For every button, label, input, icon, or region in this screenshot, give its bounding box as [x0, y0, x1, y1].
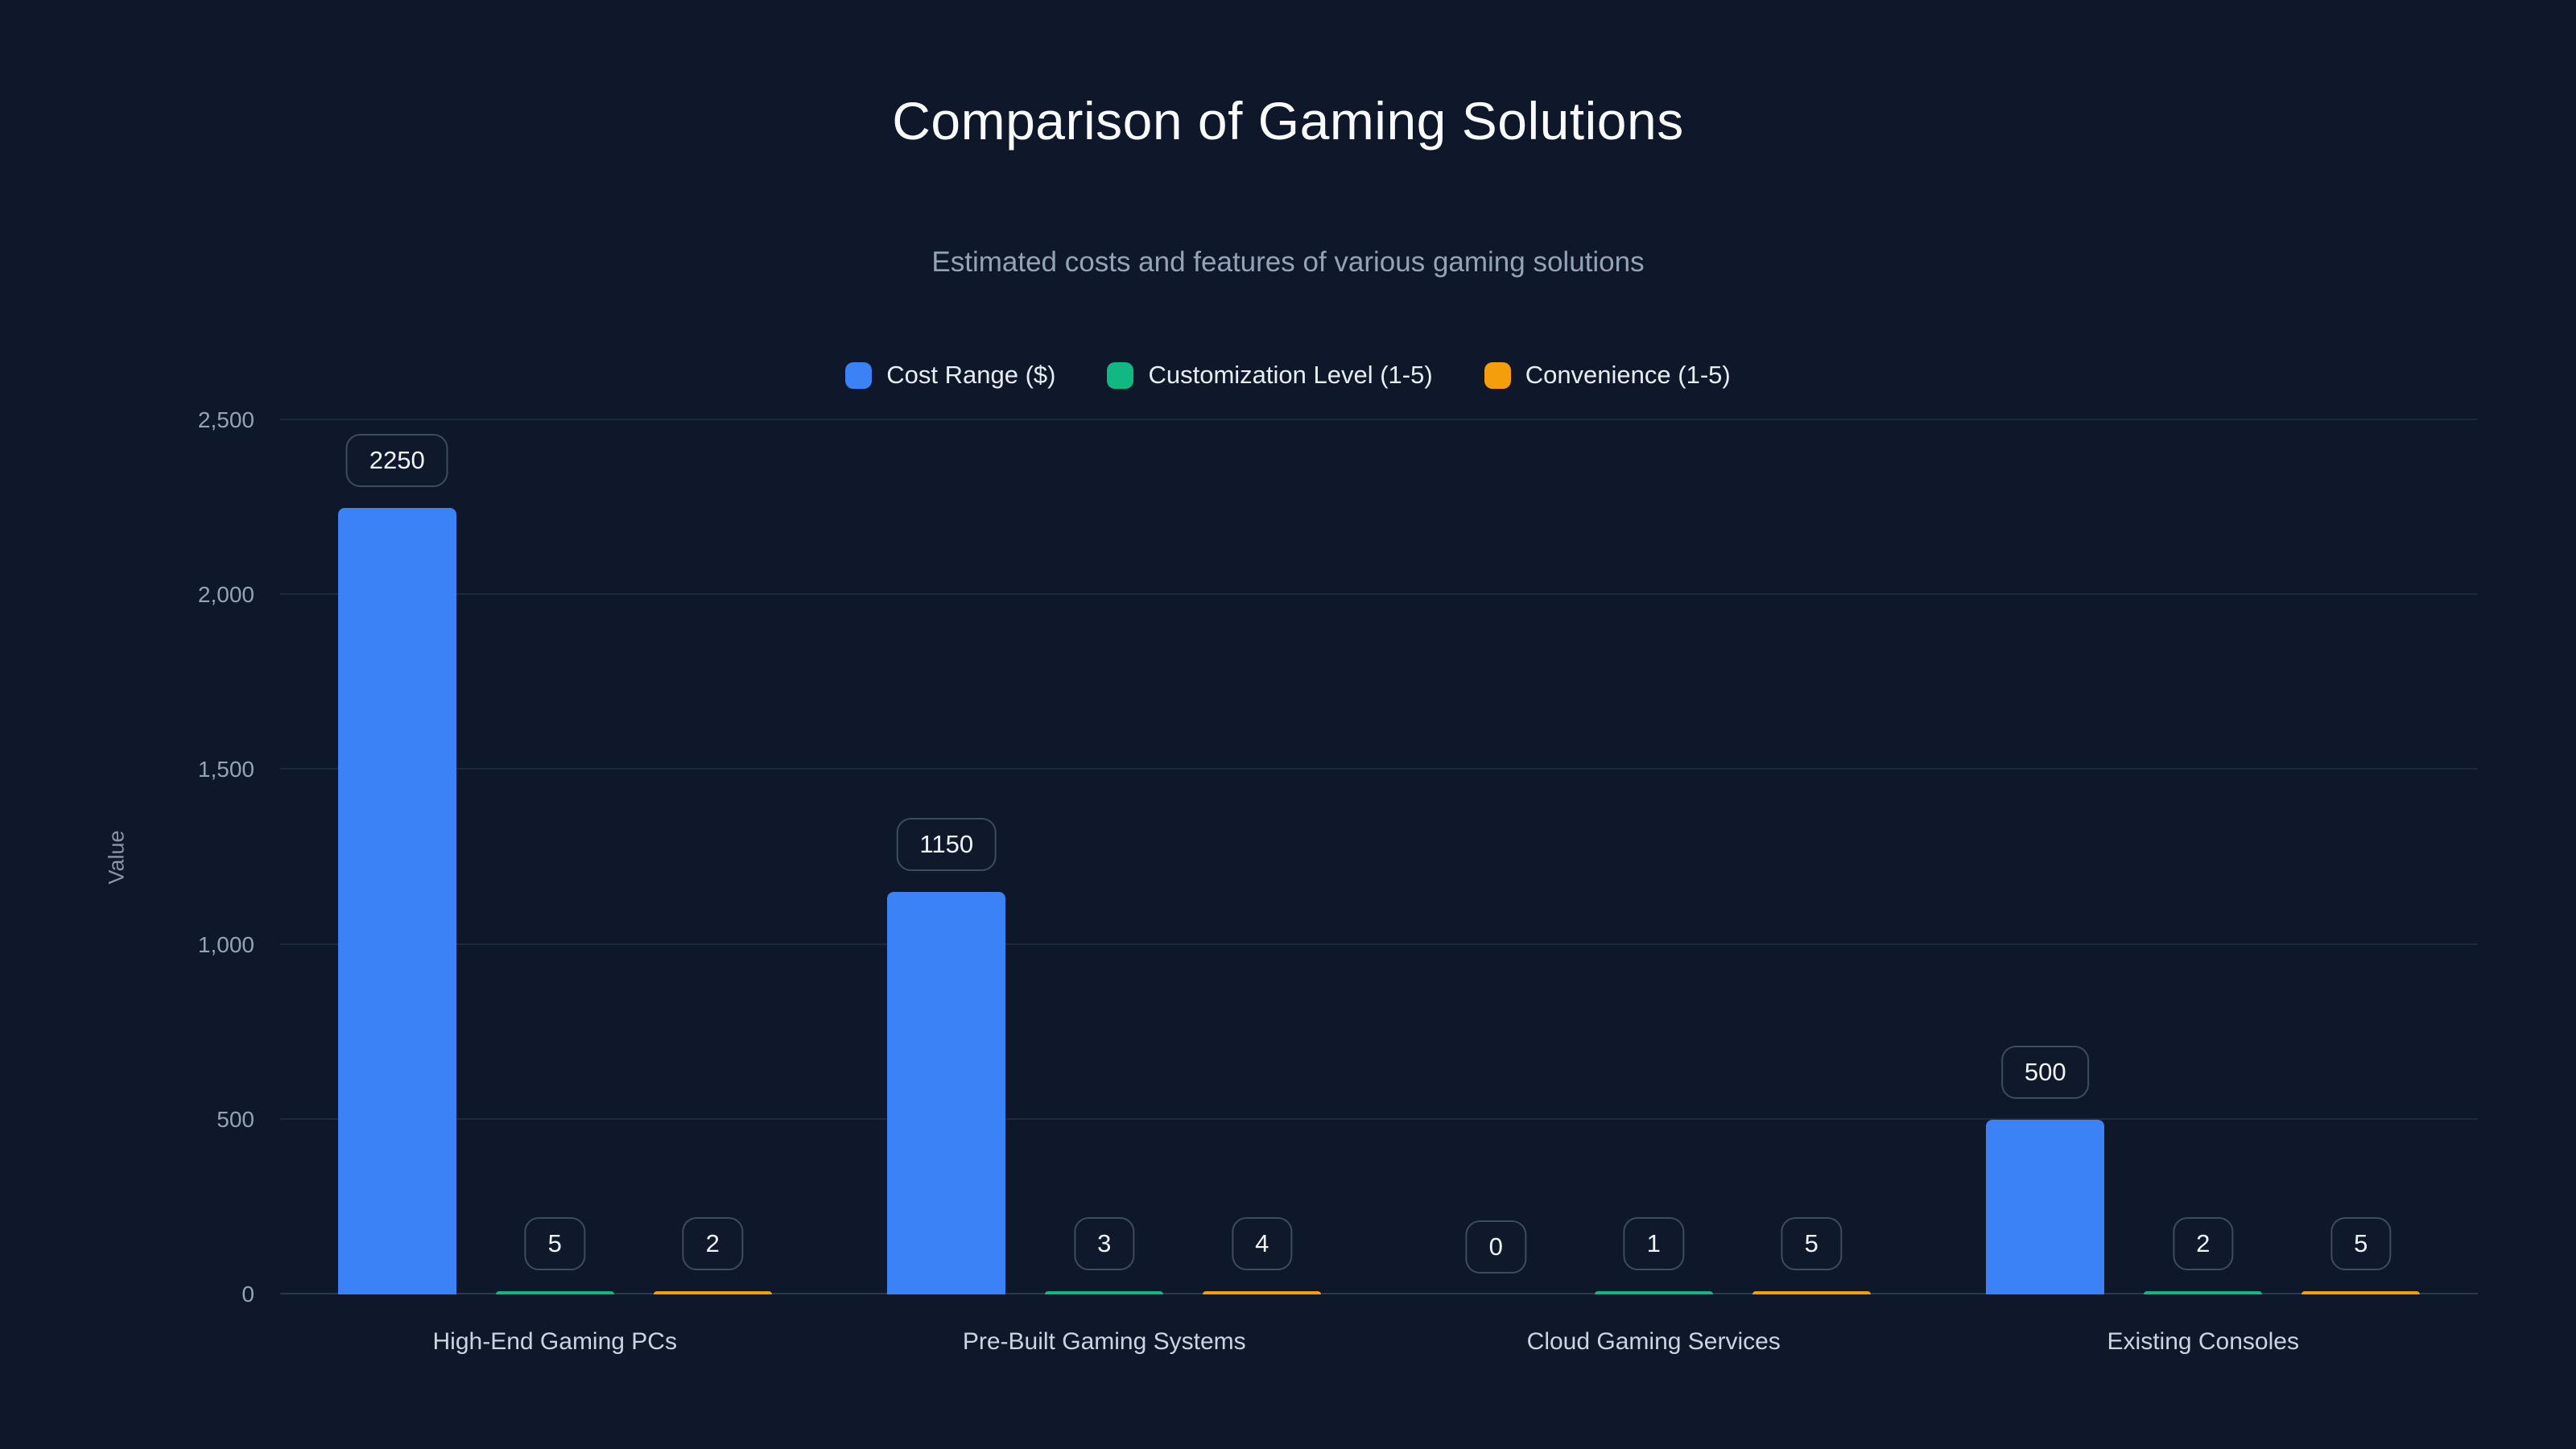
bar[interactable]	[2144, 1291, 2263, 1294]
y-tick-label: 2,500	[197, 407, 254, 432]
grid-line	[280, 1117, 2478, 1120]
bar[interactable]	[887, 892, 1006, 1294]
bar-slot: 5	[2301, 420, 2421, 1294]
x-category-label: High-End Gaming PCs	[432, 1328, 677, 1355]
grid-line	[280, 419, 2478, 420]
bar-slot: 5	[495, 420, 614, 1294]
chart-title: Comparison of Gaming Solutions	[892, 91, 1684, 151]
legend-item[interactable]: Customization Level (1-5)	[1107, 361, 1433, 390]
bar-group: 500 2 5 Existing Consoles	[1929, 420, 2479, 1355]
bar-value-label: 4	[1232, 1217, 1293, 1270]
bar-slot: 3	[1045, 420, 1164, 1294]
legend-item[interactable]: Cost Range ($)	[845, 361, 1055, 390]
bar-value-label: 5	[2330, 1217, 2392, 1270]
bar[interactable]	[337, 507, 456, 1294]
legend-label: Customization Level (1-5)	[1148, 361, 1433, 389]
y-tick-label: 2,000	[197, 582, 254, 608]
bar-slot: 500	[1986, 420, 2105, 1294]
bar[interactable]	[495, 1291, 614, 1294]
bar-slot: 2250	[337, 420, 456, 1294]
bar-slot: 2	[2144, 420, 2263, 1294]
chart-subtitle: Estimated costs and features of various …	[931, 246, 1645, 278]
legend-swatch	[1107, 361, 1134, 389]
plot-area: 0 500 1,000 1,500 2,000 2,500 2250 5 2 High-End …	[198, 407, 2479, 1355]
bar-slot: 4	[1203, 420, 1322, 1294]
bar-value-label: 2250	[345, 433, 448, 487]
bar[interactable]	[1752, 1291, 1871, 1294]
grid-line	[280, 768, 2478, 770]
bar[interactable]	[1203, 1291, 1322, 1294]
bar-group: 2250 5 2 High-End Gaming PCs	[280, 420, 830, 1355]
bar-value-label: 0	[1465, 1220, 1526, 1274]
grid-line	[280, 943, 2478, 945]
bar-value-label: 5	[1781, 1217, 1842, 1270]
legend: Cost Range ($) Customization Level (1-5) C…	[0, 361, 2576, 390]
legend-label: Cost Range ($)	[886, 361, 1056, 389]
bar[interactable]	[653, 1291, 772, 1294]
bar-value-label: 1	[1623, 1217, 1684, 1270]
bar[interactable]	[1986, 1119, 2105, 1294]
bar-slot: 0	[1437, 420, 1555, 1294]
x-category-label: Existing Consoles	[2107, 1328, 2299, 1355]
bar-slot: 5	[1752, 420, 1871, 1294]
y-axis-title: Value	[104, 830, 129, 885]
legend-label: Convenience (1-5)	[1525, 361, 1731, 389]
x-category-label: Pre-Built Gaming Systems	[962, 1328, 1246, 1355]
y-axis-ticks: 0 500 1,000 1,500 2,000 2,500	[198, 407, 2478, 1307]
bar-value-label: 5	[524, 1217, 585, 1270]
y-tick-label: 1,500	[197, 757, 254, 782]
grid-line	[280, 593, 2478, 596]
y-tick-label: 1,000	[197, 931, 254, 957]
y-tick-label: 0	[242, 1282, 254, 1307]
bar-value-label: 500	[2000, 1045, 2090, 1099]
bar-slot: 1150	[887, 420, 1006, 1294]
bar[interactable]	[1045, 1291, 1164, 1294]
bar-slot: 2	[653, 420, 772, 1294]
y-tick-label: 500	[217, 1106, 254, 1132]
bar[interactable]	[2301, 1291, 2421, 1294]
bar-group: 1150 3 4 Pre-Built Gaming Systems	[830, 420, 1380, 1355]
x-category-label: Cloud Gaming Services	[1526, 1328, 1781, 1355]
bar-value-label: 3	[1074, 1217, 1135, 1270]
legend-swatch	[1484, 361, 1511, 389]
bar-group: 0 1 5 Cloud Gaming Services	[1379, 420, 1929, 1355]
bar-value-label: 1150	[896, 818, 997, 872]
bar-slot: 1	[1594, 420, 1713, 1294]
grid-lines	[280, 419, 2478, 1294]
bar-groups: 2250 5 2 High-End Gaming PCs 1150 3 4 Pre-Built…	[280, 420, 2479, 1355]
bar[interactable]	[1594, 1291, 1713, 1294]
bar-value-label: 2	[682, 1217, 743, 1270]
legend-item[interactable]: Convenience (1-5)	[1484, 361, 1731, 390]
legend-swatch	[845, 361, 873, 389]
grid-line	[280, 1293, 2478, 1294]
bar-value-label: 2	[2173, 1217, 2234, 1270]
